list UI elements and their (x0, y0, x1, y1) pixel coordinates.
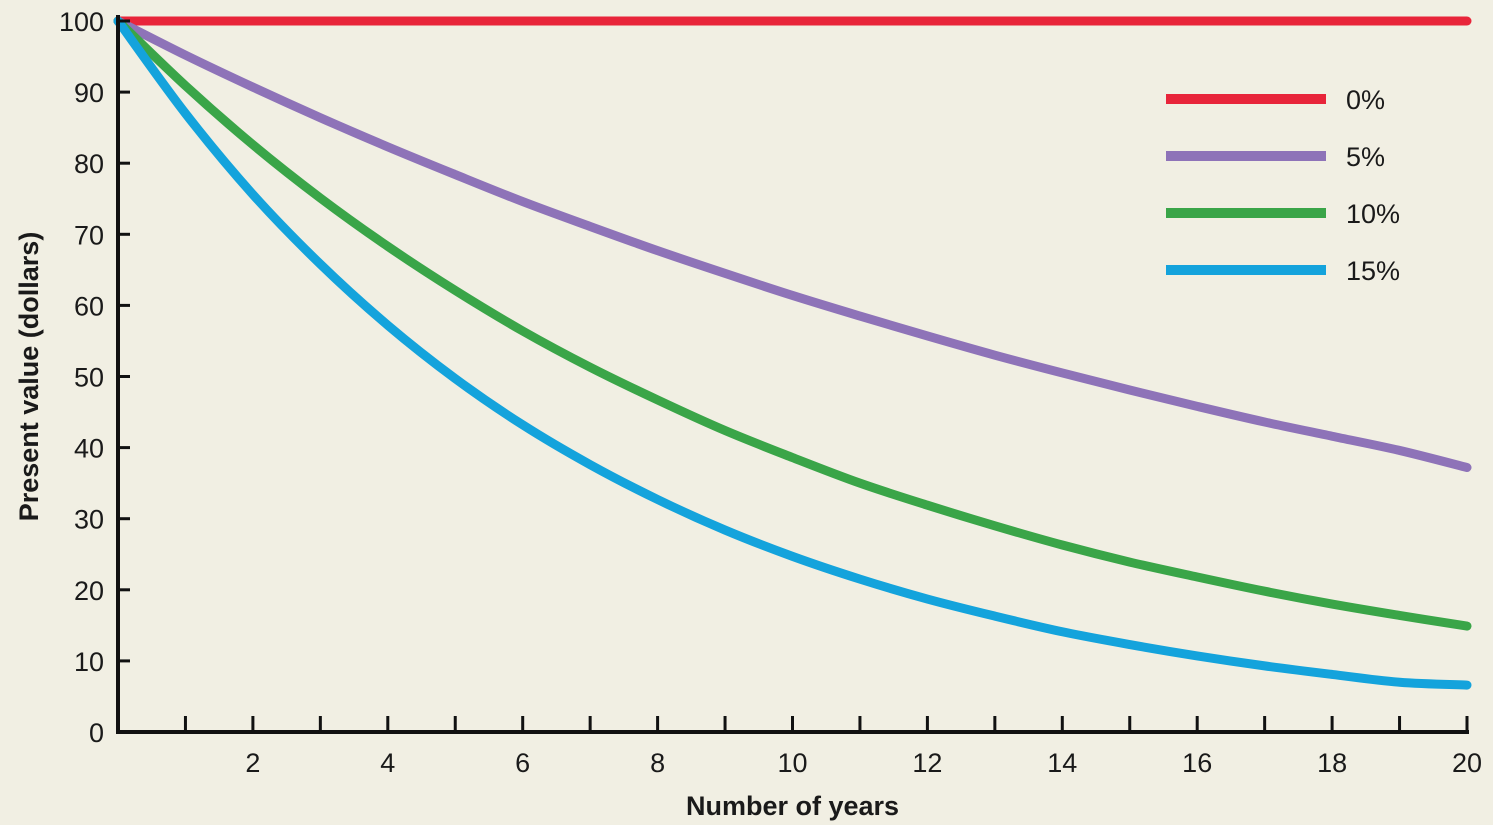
series-line-10pct (113, 16, 1472, 631)
ticks: 0 10 20 30 40 50 60 70 80 90 100 2 4 6 8 10 12 14 16 18 20 (59, 7, 1482, 778)
x-tick-label: 18 (1317, 748, 1347, 778)
y-tick-label: 0 (89, 718, 104, 748)
x-tick-label: 16 (1182, 748, 1212, 778)
y-tick-label: 50 (74, 363, 104, 393)
legend-label: 15% (1346, 256, 1400, 286)
y-tick-label: 60 (74, 291, 104, 321)
series-line-15pct (113, 16, 1472, 690)
y-tick-label: 40 (74, 434, 104, 464)
x-tick-label: 6 (515, 748, 530, 778)
axes (116, 15, 1469, 734)
x-tick-label: 14 (1047, 748, 1077, 778)
y-tick-label: 90 (74, 78, 104, 108)
x-tick-label: 10 (777, 748, 807, 778)
y-axis-title: Present value (dollars) (14, 232, 44, 522)
legend-label: 10% (1346, 199, 1400, 229)
y-tick-label: 80 (74, 149, 104, 179)
y-tick-label: 20 (74, 576, 104, 606)
legend-label: 5% (1346, 142, 1385, 172)
x-tick-label: 8 (650, 748, 665, 778)
series-layer (113, 16, 1472, 690)
series-line-5pct (113, 16, 1472, 473)
y-tick-label: 30 (74, 505, 104, 535)
legend-label: 0% (1346, 85, 1385, 115)
x-axis-title: Number of years (686, 791, 899, 821)
y-tick-label: 100 (59, 7, 104, 37)
y-tick-label: 70 (74, 220, 104, 250)
x-tick-label: 4 (380, 748, 395, 778)
legend: 0% 5% 10% 15% (1166, 85, 1400, 286)
y-tick-label: 10 (74, 647, 104, 677)
x-tick-label: 2 (245, 748, 260, 778)
x-tick-label: 20 (1452, 748, 1482, 778)
x-tick-label: 12 (912, 748, 942, 778)
